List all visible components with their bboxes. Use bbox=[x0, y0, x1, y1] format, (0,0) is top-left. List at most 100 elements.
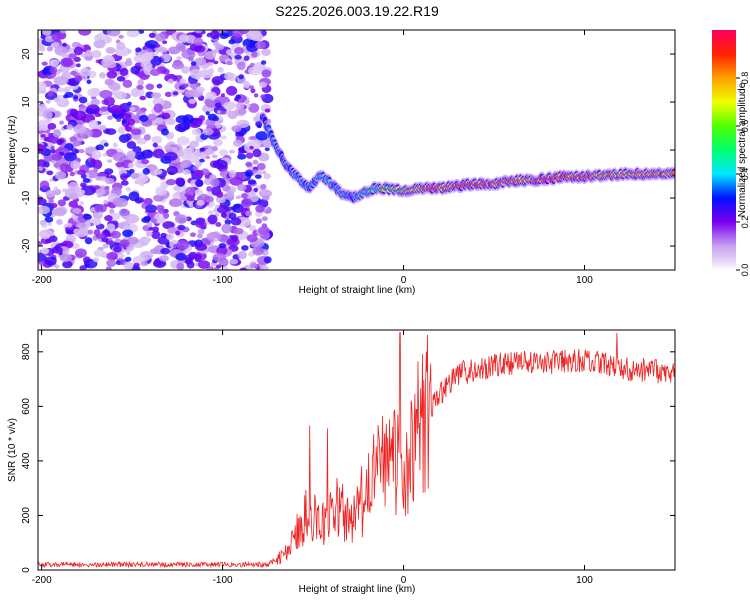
noise-cell bbox=[229, 176, 244, 186]
noise-cell bbox=[160, 247, 171, 255]
noise-cell bbox=[124, 59, 133, 67]
noise-cell bbox=[106, 30, 121, 37]
noise-cell bbox=[130, 128, 142, 136]
noise-cell bbox=[38, 240, 43, 247]
noise-cell bbox=[94, 203, 107, 213]
noise-cell bbox=[87, 88, 100, 97]
noise-cell bbox=[91, 149, 102, 160]
noise-cell bbox=[90, 158, 96, 164]
colorbar: 0.0 0.2 0.4 0.6 0.8 Normalized spectral ampl… bbox=[712, 30, 750, 276]
colorbar-tick-label: 0.6 bbox=[740, 120, 750, 133]
noise-cell bbox=[194, 57, 207, 66]
noise-cell bbox=[51, 246, 63, 254]
noise-cell bbox=[250, 88, 256, 94]
noise-cell bbox=[216, 264, 222, 269]
noise-cell bbox=[202, 128, 214, 136]
noise-cell bbox=[130, 65, 142, 75]
noise-cell bbox=[125, 126, 133, 132]
noise-cell bbox=[63, 86, 71, 93]
noise-cell bbox=[221, 184, 231, 192]
noise-cell bbox=[99, 124, 107, 131]
noise-cell bbox=[250, 263, 259, 269]
noise-cell bbox=[38, 198, 47, 206]
noise-cell bbox=[231, 125, 242, 133]
noise-cell bbox=[250, 135, 257, 140]
noise-cell bbox=[85, 49, 93, 57]
noise-cell bbox=[252, 246, 265, 256]
noise-cell bbox=[148, 32, 156, 39]
noise-cell bbox=[43, 136, 49, 142]
noise-cell bbox=[256, 162, 266, 171]
noise-cell bbox=[148, 226, 154, 231]
x-tick-label: -100 bbox=[213, 275, 233, 286]
noise-cell bbox=[130, 172, 140, 179]
noise-cell bbox=[260, 183, 267, 190]
noise-cell bbox=[38, 144, 47, 154]
noise-cell bbox=[126, 30, 140, 38]
noise-cell bbox=[38, 166, 43, 171]
y-tick-label: 10 bbox=[21, 96, 32, 108]
noise-cell bbox=[45, 189, 55, 198]
noise-cell bbox=[63, 152, 77, 162]
noise-cell bbox=[126, 251, 131, 255]
noise-cell bbox=[253, 93, 259, 98]
noise-cell bbox=[86, 169, 98, 179]
noise-cell bbox=[146, 221, 153, 228]
noise-cell bbox=[196, 86, 205, 93]
noise-cell bbox=[171, 146, 179, 152]
noise-cell bbox=[233, 139, 243, 147]
noise-cell bbox=[251, 51, 258, 58]
noise-cell bbox=[193, 31, 203, 39]
noise-cell bbox=[260, 60, 267, 65]
noise-cell bbox=[261, 48, 271, 56]
snr-series-line bbox=[38, 332, 675, 569]
noise-cell bbox=[176, 78, 181, 83]
noise-cell bbox=[83, 214, 92, 220]
ridge-core bbox=[671, 170, 675, 175]
noise-cell bbox=[217, 119, 224, 124]
x-tick-label: -200 bbox=[32, 575, 52, 586]
noise-cell bbox=[104, 168, 114, 175]
noise-cell bbox=[253, 187, 259, 193]
noise-cell bbox=[78, 30, 92, 36]
noise-cell bbox=[162, 40, 168, 45]
noise-cell bbox=[182, 169, 191, 176]
noise-cell bbox=[137, 79, 145, 86]
noise-cell bbox=[42, 30, 52, 36]
noise-cell bbox=[246, 234, 258, 243]
noise-cell bbox=[161, 112, 171, 120]
noise-cell bbox=[49, 66, 58, 74]
noise-cell bbox=[154, 44, 161, 48]
noise-cell bbox=[78, 189, 86, 195]
noise-cell bbox=[248, 66, 262, 76]
noise-cell bbox=[164, 91, 173, 98]
noise-cell bbox=[97, 211, 103, 216]
noise-cell bbox=[184, 257, 193, 265]
noise-cell bbox=[54, 264, 60, 269]
snr-frame bbox=[37, 329, 676, 571]
y-tick-label: 800 bbox=[21, 343, 32, 360]
noise-cell bbox=[62, 260, 73, 269]
noise-cell bbox=[88, 119, 99, 130]
noise-cell bbox=[77, 169, 87, 176]
noise-cell bbox=[152, 97, 165, 107]
noise-cell bbox=[157, 208, 166, 214]
noise-cell bbox=[62, 57, 72, 66]
noise-cell bbox=[237, 108, 247, 115]
noise-cell bbox=[104, 215, 113, 222]
noise-cell bbox=[199, 147, 205, 152]
noise-cell bbox=[126, 141, 137, 149]
noise-cell bbox=[65, 78, 77, 86]
noise-cell bbox=[159, 255, 170, 262]
noise-cell bbox=[69, 136, 77, 143]
noise-cell bbox=[248, 85, 255, 90]
noise-cell bbox=[176, 262, 185, 270]
noise-cell bbox=[174, 214, 188, 224]
noise-cell bbox=[160, 128, 169, 136]
noise-cell bbox=[252, 159, 259, 165]
spectrogram-x-axis-label: Height of straight line (km) bbox=[299, 285, 416, 296]
noise-cell bbox=[255, 204, 265, 213]
noise-cell bbox=[83, 134, 89, 140]
noise-cell bbox=[62, 42, 67, 47]
noise-cell bbox=[87, 229, 94, 235]
